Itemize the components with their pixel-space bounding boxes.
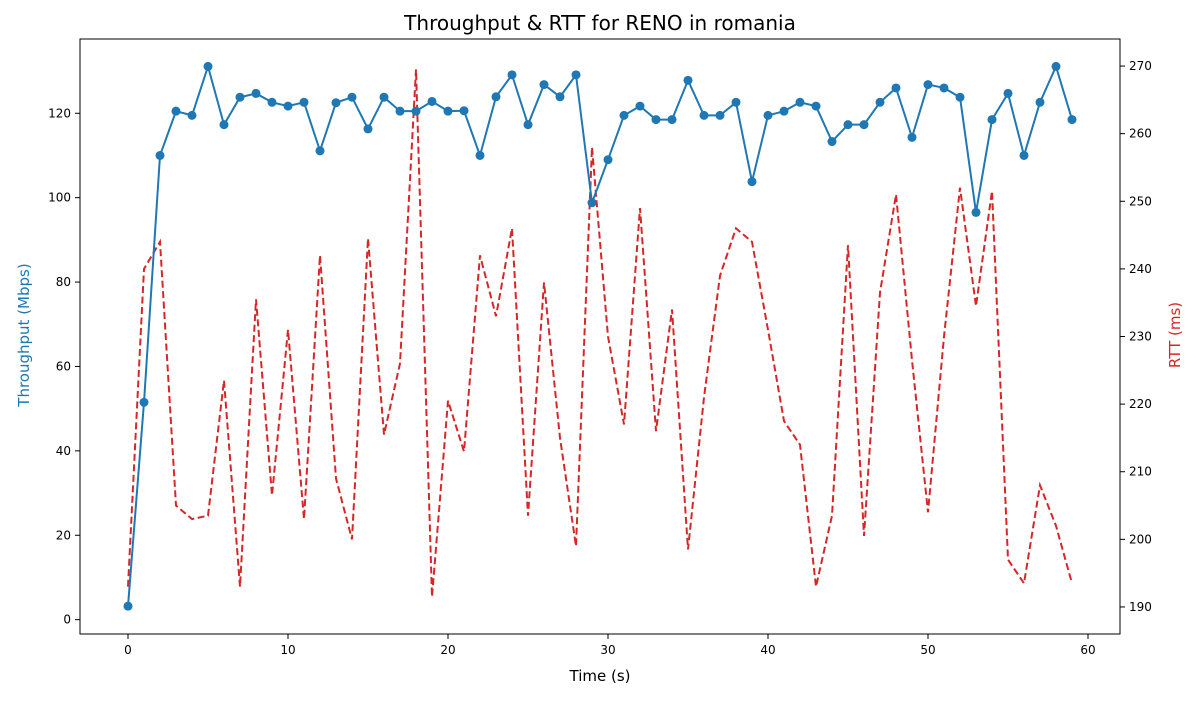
throughput-point <box>891 83 901 93</box>
throughput-point <box>827 137 837 147</box>
throughput-point <box>651 115 661 125</box>
throughput-point <box>571 70 581 80</box>
x-tick-label: 20 <box>440 643 455 657</box>
y-left-tick-label: 120 <box>48 106 71 120</box>
y-left-tick-label: 0 <box>63 613 71 627</box>
throughput-point <box>539 80 549 90</box>
throughput-point <box>347 92 357 102</box>
y-left-tick-label: 80 <box>56 275 71 289</box>
throughput-point <box>747 177 757 187</box>
throughput-point <box>379 92 389 102</box>
y-right-tick-label: 200 <box>1129 532 1152 546</box>
y-left-tick-label: 20 <box>56 528 71 542</box>
throughput-point <box>875 97 885 107</box>
throughput-point <box>283 101 293 111</box>
throughput-point <box>859 120 869 130</box>
rtt-series-line <box>127 69 1073 597</box>
throughput-point <box>795 97 805 107</box>
throughput-point <box>187 110 197 120</box>
throughput-point <box>1051 61 1061 71</box>
x-tick-label: 40 <box>760 643 775 657</box>
throughput-point <box>843 120 853 130</box>
y-left-tick-label: 40 <box>56 444 71 458</box>
x-tick-label: 60 <box>1080 643 1095 657</box>
x-tick-label: 50 <box>920 643 935 657</box>
throughput-point <box>139 397 149 407</box>
throughput-point <box>123 601 133 611</box>
throughput-point <box>155 150 165 160</box>
throughput-point <box>459 106 469 116</box>
throughput-point <box>811 101 821 111</box>
throughput-point <box>1035 97 1045 107</box>
throughput-point <box>395 106 405 116</box>
throughput-point <box>907 132 917 142</box>
throughput-point <box>251 88 261 98</box>
throughput-point <box>923 80 933 90</box>
throughput-point <box>779 106 789 116</box>
throughput-point <box>939 83 949 93</box>
throughput-point <box>715 110 725 120</box>
throughput-point <box>555 92 565 102</box>
plot-frame <box>79 38 1121 635</box>
y-left-tick-label: 100 <box>48 191 71 205</box>
x-tick-label: 0 <box>124 643 132 657</box>
chart-title: Throughput & RTT for RENO in romania <box>403 11 796 35</box>
throughput-point <box>203 61 213 71</box>
throughput-point <box>587 198 597 208</box>
throughput-point <box>443 106 453 116</box>
y-right-tick-label: 260 <box>1129 127 1152 141</box>
throughput-point <box>763 110 773 120</box>
throughput-point <box>507 70 517 80</box>
throughput-point <box>1003 88 1013 98</box>
y-right-tick-label: 210 <box>1129 465 1152 479</box>
throughput-point <box>683 75 693 85</box>
y-right-tick-label: 220 <box>1129 397 1152 411</box>
throughput-point <box>731 97 741 107</box>
throughput-point <box>219 120 229 130</box>
y-right-tick-label: 240 <box>1129 262 1152 276</box>
throughput-point <box>475 150 485 160</box>
x-tick-label: 30 <box>600 643 615 657</box>
throughput-point <box>363 124 373 134</box>
y-right-tick-label: 270 <box>1129 59 1152 73</box>
throughput-point <box>971 207 981 217</box>
x-axis-label: Time (s) <box>569 667 631 685</box>
throughput-point <box>299 97 309 107</box>
throughput-series-line <box>127 62 1073 607</box>
y-axis-right-label: RTT (ms) <box>1166 302 1184 368</box>
throughput-point <box>955 92 965 102</box>
throughput-point <box>987 115 997 125</box>
throughput-point <box>667 115 677 125</box>
rtt-series-layer <box>127 69 1073 597</box>
throughput-point <box>619 110 629 120</box>
x-tick-label: 10 <box>280 643 295 657</box>
y-left-tick-label: 60 <box>56 359 71 373</box>
throughput-point <box>427 96 437 106</box>
throughput-point <box>523 120 533 130</box>
throughput-point <box>267 97 277 107</box>
throughput-series-layer <box>123 61 1077 611</box>
throughput-point <box>635 101 645 111</box>
y-right-tick-label: 230 <box>1129 330 1152 344</box>
throughput-point <box>235 92 245 102</box>
throughput-point <box>1019 150 1029 160</box>
throughput-point <box>315 146 325 156</box>
throughput-point <box>699 110 709 120</box>
throughput-point <box>1067 115 1077 125</box>
throughput-point <box>171 106 181 116</box>
throughput-point <box>491 92 501 102</box>
throughput-point <box>331 98 341 108</box>
throughput-point <box>603 155 613 165</box>
throughput-point <box>411 106 421 116</box>
y-right-tick-label: 190 <box>1129 600 1152 614</box>
y-right-tick-label: 250 <box>1129 194 1152 208</box>
axes-layer: 0 10 20 30 40 50 60 0 20 40 60 80 100 120 190 200 210 220… <box>48 59 1152 657</box>
y-axis-left-label: Throughput (Mbps) <box>15 263 33 407</box>
